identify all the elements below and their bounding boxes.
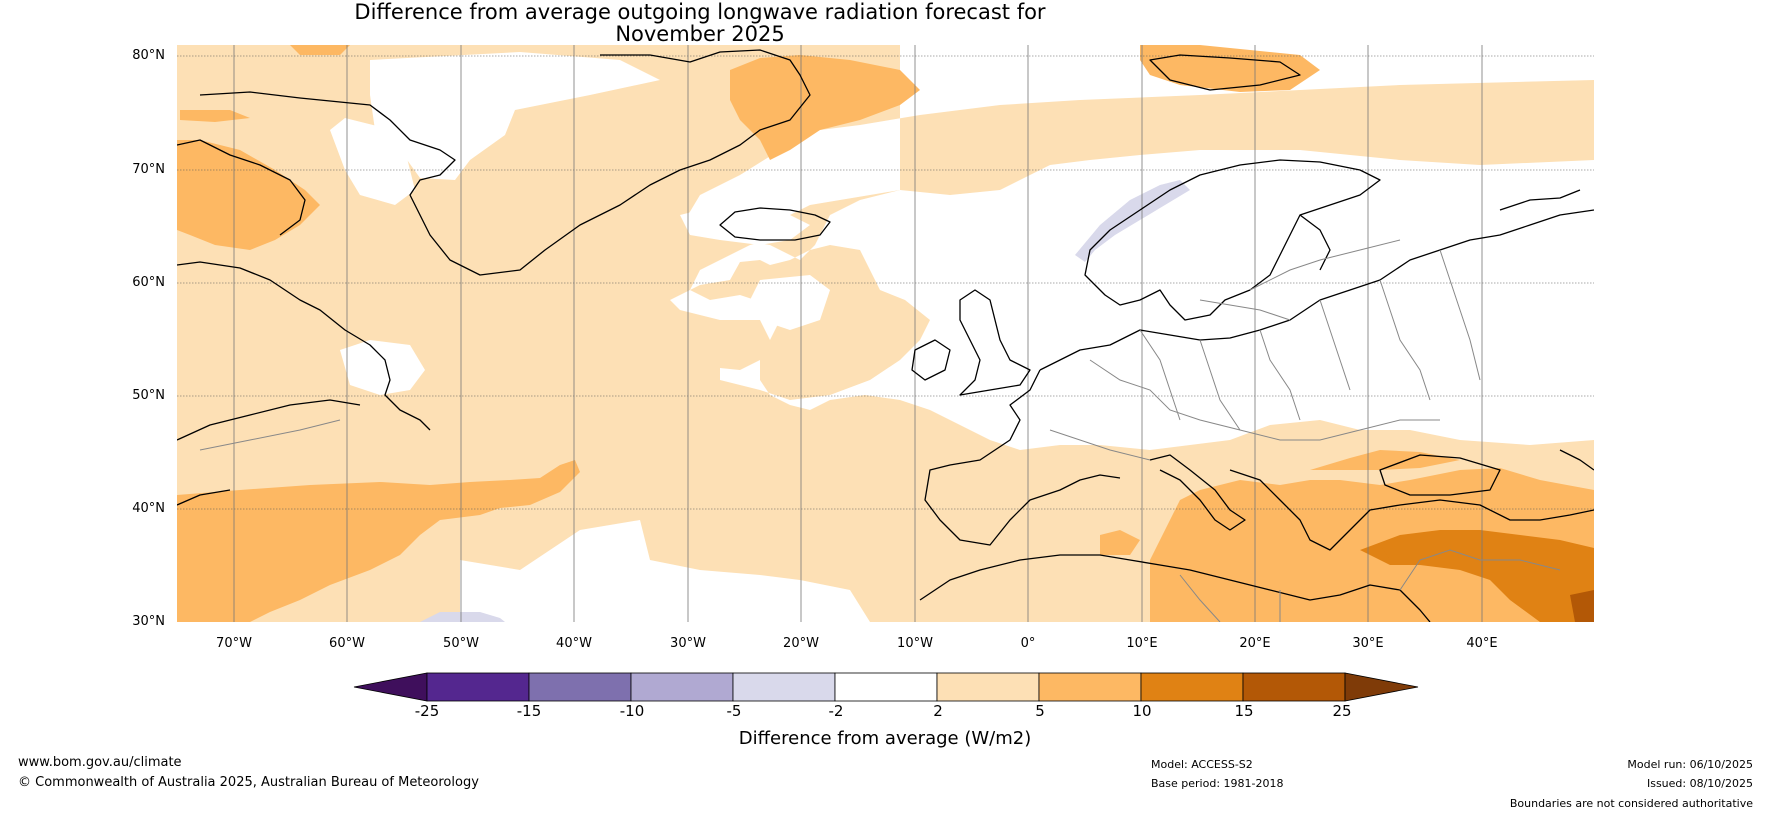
colorbar-segment <box>834 672 938 702</box>
lat-label-80n: 80°N <box>132 48 165 63</box>
lon-label-40w: 40°W <box>556 636 592 651</box>
colorbar-segment <box>732 672 836 702</box>
lat-label-30n: 30°N <box>132 614 165 629</box>
colorbar-segment <box>1140 672 1244 702</box>
lon-label-30e: 30°E <box>1352 636 1384 651</box>
meridians <box>233 45 1483 622</box>
colorbar-label: -15 <box>516 702 542 720</box>
footer-url: www.bom.gov.au/climate <box>18 755 182 770</box>
anomaly-positive-15-25 <box>1570 590 1594 622</box>
colorbar-label: 2 <box>933 702 943 720</box>
lon-label-10w: 10°W <box>897 636 933 651</box>
lon-label-20e: 20°E <box>1239 636 1271 651</box>
colorbar-label: 10 <box>1132 702 1152 720</box>
lon-label-60w: 60°W <box>329 636 365 651</box>
lon-label-40e: 40°E <box>1466 636 1498 651</box>
lat-label-70n: 70°N <box>132 162 165 177</box>
footer-disclaimer: Boundaries are not considered authoritat… <box>1509 797 1753 810</box>
lon-label-50w: 50°W <box>443 636 479 651</box>
lon-label-20w: 20°W <box>783 636 819 651</box>
colorbar-segment <box>528 672 632 702</box>
colorbar-label: 25 <box>1332 702 1352 720</box>
graticule <box>177 55 1594 510</box>
map-title-line1: Difference from average outgoing longwav… <box>354 0 1046 24</box>
anomaly-neutral-regions <box>330 45 1594 622</box>
colorbar-segment <box>630 672 734 702</box>
colorbar-segment <box>1242 672 1346 702</box>
lat-label-40n: 40°N <box>132 501 165 516</box>
footer-copyright: © Commonwealth of Australia 2025, Austra… <box>18 775 479 790</box>
lon-label-30w: 30°W <box>670 636 706 651</box>
colorbar-title: Difference from average (W/m2) <box>738 728 1032 749</box>
lon-label-0: 0° <box>1020 636 1036 651</box>
colorbar-segment <box>936 672 1040 702</box>
anomaly-negative-atlantic <box>420 612 505 622</box>
colorbar-extend-high <box>1344 672 1419 702</box>
colorbar-label: -25 <box>414 702 440 720</box>
anomaly-negative-norway <box>1075 180 1190 262</box>
map-title-line2: November 2025 <box>615 22 785 46</box>
lon-label-10e: 10°E <box>1126 636 1158 651</box>
colorbar-segment <box>426 672 530 702</box>
anomaly-positive-10-15 <box>1360 530 1594 622</box>
footer-model-run: Model run: 06/10/2025 <box>1627 758 1753 771</box>
colorbar-extend-low <box>353 672 428 702</box>
colorbar-segment <box>1038 672 1142 702</box>
colorbar-label: -10 <box>619 702 645 720</box>
footer-model: Model: ACCESS-S2 <box>1151 758 1253 771</box>
footer-issued: Issued: 08/10/2025 <box>1646 777 1753 790</box>
colorbar-label: 15 <box>1234 702 1254 720</box>
coastlines <box>177 49 1594 622</box>
lat-label-50n: 50°N <box>132 388 165 403</box>
lon-label-70w: 70°W <box>216 636 252 651</box>
colorbar-label: -2 <box>828 702 844 720</box>
colorbar-label: 5 <box>1035 702 1045 720</box>
country-borders <box>199 239 1561 622</box>
lat-label-60n: 60°N <box>132 275 165 290</box>
footer-base-period: Base period: 1981-2018 <box>1151 777 1284 790</box>
colorbar-label: -5 <box>726 702 742 720</box>
